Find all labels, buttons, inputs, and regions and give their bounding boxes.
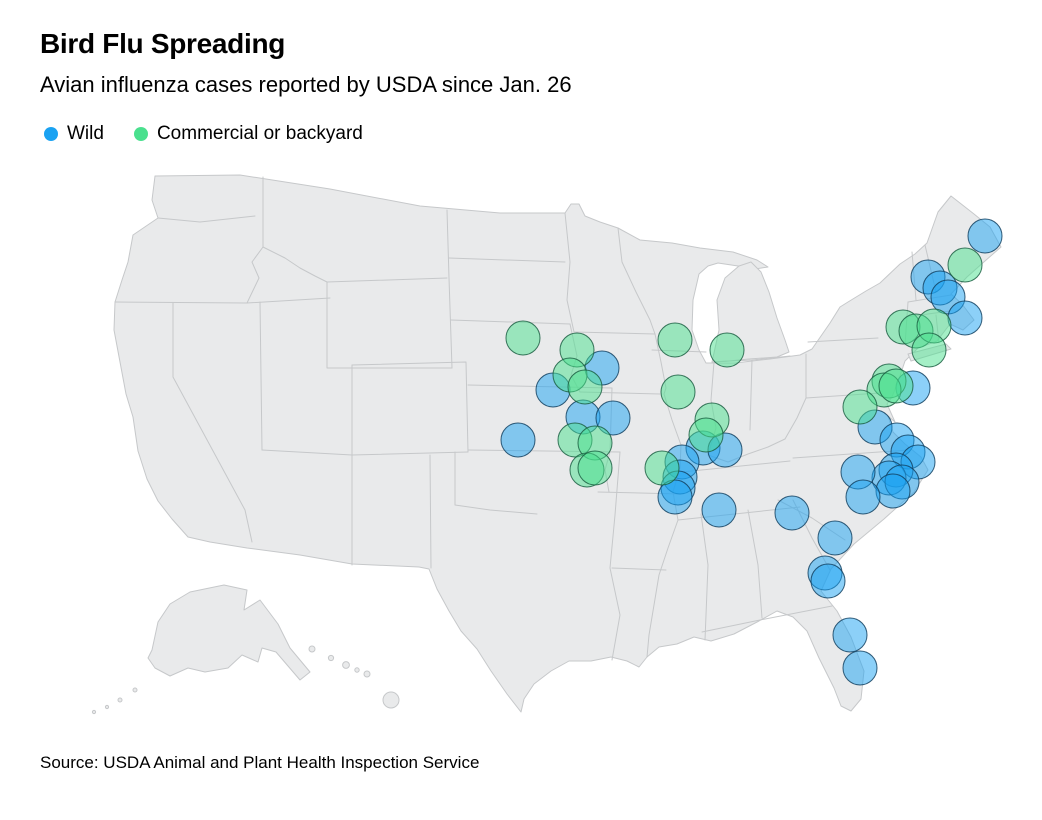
case-dot-wild xyxy=(967,218,1003,254)
case-dot-wild xyxy=(832,617,868,653)
legend-label-commercial: Commercial or backyard xyxy=(156,123,363,144)
hawaii-island xyxy=(327,654,335,662)
case-dot-commercial xyxy=(660,374,696,410)
case-dot-commercial xyxy=(577,450,613,486)
case-dot-wild xyxy=(595,400,631,436)
case-dot-wild xyxy=(842,650,878,686)
hawaii-island xyxy=(342,661,350,669)
page-subtitle: Avian influenza cases reported by USDA s… xyxy=(40,72,572,97)
case-dot-wild xyxy=(774,495,810,531)
source-line: Source: USDA Animal and Plant Health Ins… xyxy=(40,753,480,772)
aleutian-island xyxy=(132,687,138,693)
case-dots-layer xyxy=(500,218,1003,686)
aleutian-island xyxy=(91,709,97,715)
legend-label-wild: Wild xyxy=(67,123,104,144)
case-dot-commercial xyxy=(567,369,603,405)
case-dot-commercial xyxy=(505,320,541,356)
case-dot-commercial xyxy=(657,322,693,358)
page-title: Bird Flu Spreading xyxy=(40,28,286,59)
aleutian-island xyxy=(104,704,110,710)
commercial-legend-dot-icon xyxy=(133,127,148,141)
hawaii-island xyxy=(363,670,371,678)
legend-item-wild: Wild xyxy=(44,123,104,145)
case-dot-commercial xyxy=(644,450,680,486)
case-dot-wild xyxy=(701,492,737,528)
case-dot-commercial xyxy=(709,332,745,368)
case-dot-wild xyxy=(875,473,911,509)
case-dot-wild xyxy=(657,479,693,515)
legend-item-commercial: Commercial or backyard xyxy=(133,123,363,145)
case-dot-wild xyxy=(845,479,881,515)
case-dot-wild xyxy=(810,563,846,599)
case-dot-commercial xyxy=(947,247,983,283)
case-dot-commercial xyxy=(842,389,878,425)
legend: Wild Commercial or backyard xyxy=(44,123,363,145)
hawaii-island xyxy=(354,667,360,673)
case-dot-commercial xyxy=(911,332,947,368)
case-dot-commercial xyxy=(688,417,724,453)
hawaii-island xyxy=(382,691,400,709)
hawaii-island xyxy=(308,645,316,653)
wild-legend-dot-icon xyxy=(44,127,58,141)
case-dot-wild xyxy=(947,300,983,336)
aleutian-island xyxy=(117,697,123,703)
case-dot-wild xyxy=(500,422,536,458)
case-dot-commercial xyxy=(878,368,914,404)
case-dot-wild xyxy=(817,520,853,556)
alaska xyxy=(147,584,311,681)
